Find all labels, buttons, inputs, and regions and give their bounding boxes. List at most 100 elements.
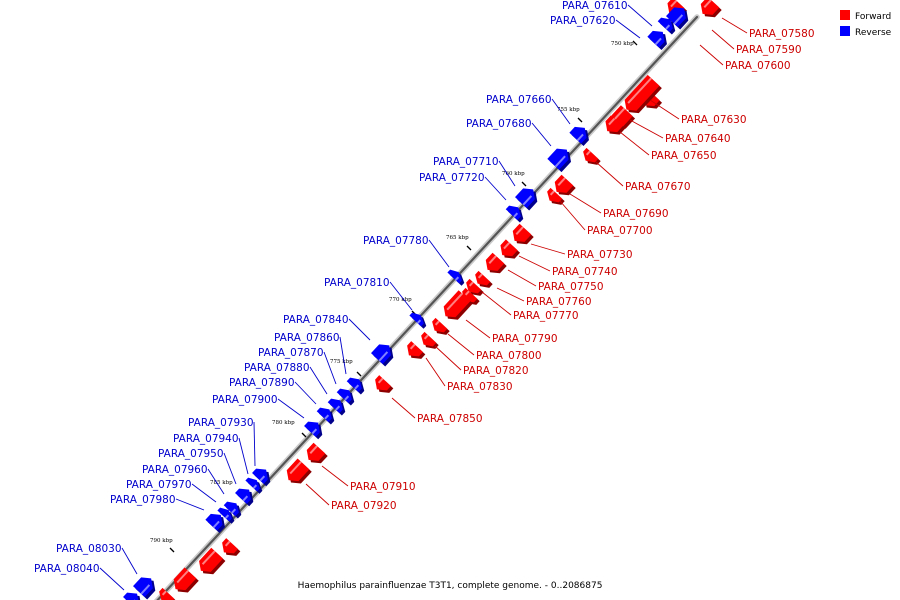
gene-arrow-highlight [446,292,463,311]
gene-arrow-body [375,375,391,391]
gene-arrow-body [515,188,535,209]
gene-arrow-body [304,421,320,437]
gene-arrow [133,577,156,600]
gene-arrow [605,115,626,135]
gene-label[interactable]: PARA_07600 [725,60,791,72]
gene-label[interactable]: PARA_07720 [419,172,485,184]
gene-label[interactable]: PARA_07950 [158,448,224,460]
gene-label[interactable]: PARA_07630 [681,114,747,126]
gene-leader-line [496,287,525,302]
gene-arrow [624,74,662,114]
tick-mark [169,547,175,553]
gene-label[interactable]: PARA_07880 [244,362,310,374]
gene-arrow-body [485,252,505,271]
gene-leader-line [711,29,735,50]
gene-label[interactable]: PARA_07820 [463,365,529,377]
gene-leader-line [721,17,748,34]
gene-label[interactable]: PARA_07610 [562,0,628,12]
gene-label[interactable]: PARA_08030 [56,543,122,555]
gene-label[interactable]: PARA_07670 [625,181,691,193]
gene-label[interactable]: PARA_07890 [229,377,295,389]
gene-arrow [223,501,242,519]
gene-label[interactable]: PARA_07580 [749,28,815,40]
gene-arrow-body [222,538,238,554]
gene-label[interactable]: PARA_07690 [603,208,669,220]
gene-leaders [99,4,748,591]
gene-arrow [432,317,450,335]
gene-label[interactable]: PARA_07850 [417,413,483,425]
gene-arrow-highlight [176,570,189,584]
gene-arrow-body [569,126,587,144]
gene-label[interactable]: PARA_07920 [331,500,397,512]
gene-label[interactable]: PARA_07780 [363,235,429,247]
gene-label[interactable]: PARA_07750 [538,281,604,293]
gene-arrow-body [223,501,239,517]
gene-arrow [407,341,426,359]
gene-leader-line [569,193,602,214]
gene-label[interactable]: PARA_07930 [188,417,254,429]
gene-arrow-highlight [654,37,662,45]
gene-label[interactable]: PARA_07620 [550,15,616,27]
gene-label[interactable]: PARA_07790 [492,333,558,345]
gene-arrow [159,587,176,600]
gene-arrow-body [217,507,232,522]
gene-label[interactable]: PARA_07970 [126,479,192,491]
gene-label[interactable]: PARA_07660 [486,94,552,106]
gene-label[interactable]: PARA_07810 [324,277,390,289]
gene-label[interactable]: PARA_07640 [665,133,731,145]
gene-labels: PARA_07580 PARA_07590 PARA_07600 PARA_07610… [34,0,815,575]
gene-label[interactable]: PARA_07650 [651,150,717,162]
gene-arrow-body [466,278,482,294]
gene-label[interactable]: PARA_07980 [110,494,176,506]
gene-label[interactable]: PARA_07830 [447,381,513,393]
gene-arrow [336,388,355,406]
gene-leader-line [615,19,641,39]
gene-label[interactable]: PARA_07900 [212,394,278,406]
gene-arrow-body [409,312,424,327]
gene-leader-line [530,243,566,255]
gene-arrow-highlight [231,508,237,514]
gene-arrow-body [336,388,352,404]
gene-arrow [647,30,667,50]
gene-leader-line [277,398,305,419]
gene-arrow-body [700,0,720,15]
tick-mark [356,371,362,377]
gene-label[interactable]: PARA_07710 [433,156,499,168]
gene-arrow-body [624,74,660,111]
gene-arrow [235,488,254,507]
gene-arrow [512,223,534,245]
gene-arrow-body [547,148,569,170]
gene-arrow [447,269,465,286]
gene-arrow-highlight [378,351,389,362]
gene-arrow-highlight [503,242,511,250]
gene-leader-line [531,122,552,147]
gene-label[interactable]: PARA_07870 [258,347,324,359]
gene-arrow-highlight [454,276,460,281]
gene-label[interactable]: PARA_07680 [466,118,532,130]
gene-arrow-highlight [703,0,712,8]
gene-label[interactable]: PARA_08040 [34,563,100,575]
gene-label[interactable]: PARA_07860 [274,332,340,344]
gene-label[interactable]: PARA_07940 [173,433,239,445]
gene-label[interactable]: PARA_07590 [736,44,802,56]
gene-label[interactable]: PARA_07960 [142,464,208,476]
tick-mark [466,245,472,251]
gene-arrow [505,205,524,223]
gene-arrow-body [123,592,139,600]
gene-label[interactable]: PARA_07800 [476,350,542,362]
tick-mark [632,40,638,46]
legend-swatch-reverse [840,26,850,36]
gene-label[interactable]: PARA_07770 [513,310,579,322]
gene-label[interactable]: PARA_07910 [350,481,416,493]
gene-arrow [286,458,312,484]
gene-label[interactable]: PARA_07840 [283,314,349,326]
gene-label[interactable]: PARA_07760 [526,296,592,308]
gene-leader-line [434,345,462,371]
gene-arrow-highlight [468,281,474,287]
gene-leader-line [99,567,125,591]
gene-leader-line [595,161,624,187]
gene-label[interactable]: PARA_07700 [587,225,653,237]
gene-label[interactable]: PARA_07730 [567,249,633,261]
gene-label[interactable]: PARA_07740 [552,266,618,278]
gene-leader-line [425,357,446,387]
